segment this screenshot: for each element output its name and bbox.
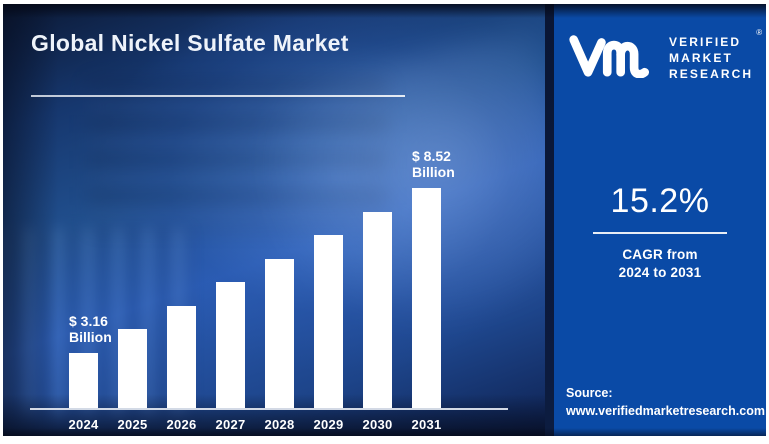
title-underline <box>31 95 405 97</box>
cagr-caption: CAGR from 2024 to 2031 <box>554 246 766 282</box>
source-label: Source: <box>566 386 613 400</box>
source-attribution: Source: www.verifiedmarketresearch.com <box>566 385 765 420</box>
bar-value-label-2031: $ 8.52 Billion <box>412 147 455 181</box>
bar-column-2027: 2027 <box>215 282 245 432</box>
bar-column-2025: 2025 <box>117 329 147 432</box>
page-title: Global Nickel Sulfate Market <box>31 30 349 56</box>
bar-2031 <box>412 188 441 408</box>
bar-2029 <box>314 235 343 408</box>
bar-series: 2024 $ 3.16 Billion 2025 2026 2027 2028 2029 203… <box>68 148 454 432</box>
x-tick-2029: 2029 <box>313 417 344 432</box>
x-tick-2027: 2027 <box>215 417 246 432</box>
bar-2026 <box>167 305 196 408</box>
chart-panel: Global Nickel Sulfate Market 2024 $ 3.16 B… <box>3 4 545 436</box>
bar-column-2028: 2028 <box>264 258 294 432</box>
background-shelves-texture <box>88 79 388 229</box>
bar-chart: 2024 $ 3.16 Billion 2025 2026 2027 2028 2029 203… <box>30 120 508 432</box>
bar-column-2024: 2024 $ 3.16 Billion <box>68 313 111 432</box>
bar-2027 <box>216 282 245 408</box>
cagr-underline <box>593 232 727 234</box>
brand-logo: VERIFIED MARKET RESEARCH ® <box>566 28 762 82</box>
brand-line-market: MARKET <box>669 51 733 66</box>
bar-2028 <box>265 258 294 408</box>
infographic-card: Global Nickel Sulfate Market 2024 $ 3.16 B… <box>3 4 766 436</box>
cagr-stat: 15.2% CAGR from 2024 to 2031 <box>554 182 766 282</box>
x-tick-2031: 2031 <box>411 417 442 432</box>
vmr-monogram-icon <box>569 35 649 78</box>
registered-trademark-icon: ® <box>756 28 763 37</box>
bar-column-2026: 2026 <box>166 305 196 432</box>
bar-value-label-2024: $ 3.16 Billion <box>69 312 112 346</box>
cagr-caption-line1: CAGR from <box>622 247 698 262</box>
brand-line-research: RESEARCH <box>669 67 754 82</box>
bar-column-2029: 2029 <box>313 235 343 432</box>
cagr-value: 15.2% <box>610 182 710 220</box>
bar-column-2030: 2030 <box>362 211 392 432</box>
background-left-shade <box>3 4 58 436</box>
x-tick-2030: 2030 <box>362 417 393 432</box>
cagr-caption-line2: 2024 to 2031 <box>618 265 702 281</box>
x-tick-2028: 2028 <box>264 417 295 432</box>
x-tick-2024: 2024 <box>68 417 99 432</box>
x-tick-2025: 2025 <box>117 417 148 432</box>
bar-2030 <box>363 211 392 408</box>
brand-wordmark: VERIFIED MARKET RESEARCH ® <box>669 28 762 82</box>
bar-2025 <box>118 329 147 408</box>
source-url: www.verifiedmarketresearch.com <box>566 403 765 418</box>
info-panel: VERIFIED MARKET RESEARCH ® 15.2% CAGR fr… <box>554 4 766 436</box>
x-tick-2026: 2026 <box>166 417 197 432</box>
panel-divider <box>545 4 554 436</box>
bar-column-2031: 2031 $ 8.52 Billion <box>411 148 454 432</box>
brand-line-verified: VERIFIED <box>669 35 742 49</box>
bar-2024 <box>69 353 98 408</box>
